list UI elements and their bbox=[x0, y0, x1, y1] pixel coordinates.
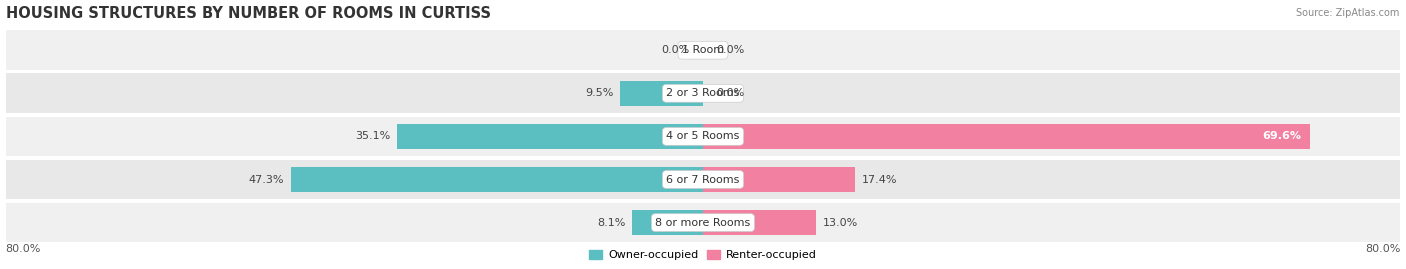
Text: 2 or 3 Rooms: 2 or 3 Rooms bbox=[666, 88, 740, 98]
Text: 1 Room: 1 Room bbox=[682, 45, 724, 55]
Bar bbox=[6, 30, 1400, 70]
Text: 0.0%: 0.0% bbox=[662, 45, 690, 55]
Bar bbox=[703, 124, 1310, 149]
Bar bbox=[396, 124, 703, 149]
Text: 35.1%: 35.1% bbox=[354, 131, 389, 141]
Legend: Owner-occupied, Renter-occupied: Owner-occupied, Renter-occupied bbox=[585, 245, 821, 264]
Text: 8 or more Rooms: 8 or more Rooms bbox=[655, 218, 751, 228]
Bar bbox=[6, 116, 1400, 156]
Bar bbox=[6, 203, 1400, 242]
Bar bbox=[703, 210, 817, 235]
Bar bbox=[620, 81, 703, 106]
Bar bbox=[291, 167, 703, 192]
Text: 4 or 5 Rooms: 4 or 5 Rooms bbox=[666, 131, 740, 141]
Text: 6 or 7 Rooms: 6 or 7 Rooms bbox=[666, 175, 740, 185]
Text: 69.6%: 69.6% bbox=[1263, 131, 1301, 141]
Text: 80.0%: 80.0% bbox=[1365, 244, 1400, 254]
Text: 17.4%: 17.4% bbox=[862, 175, 897, 185]
Bar bbox=[6, 160, 1400, 199]
Text: 0.0%: 0.0% bbox=[716, 88, 744, 98]
Text: 9.5%: 9.5% bbox=[585, 88, 613, 98]
Text: 0.0%: 0.0% bbox=[716, 45, 744, 55]
Text: 80.0%: 80.0% bbox=[6, 244, 41, 254]
Bar bbox=[703, 167, 855, 192]
Bar bbox=[633, 210, 703, 235]
Text: Source: ZipAtlas.com: Source: ZipAtlas.com bbox=[1295, 8, 1399, 18]
Text: 47.3%: 47.3% bbox=[249, 175, 284, 185]
Text: HOUSING STRUCTURES BY NUMBER OF ROOMS IN CURTISS: HOUSING STRUCTURES BY NUMBER OF ROOMS IN… bbox=[6, 6, 491, 20]
Text: 13.0%: 13.0% bbox=[824, 218, 859, 228]
Bar bbox=[6, 73, 1400, 113]
Text: 8.1%: 8.1% bbox=[598, 218, 626, 228]
